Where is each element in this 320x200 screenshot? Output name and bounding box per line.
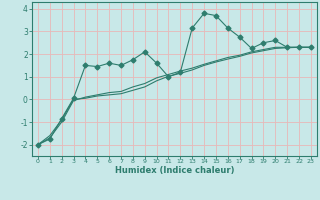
- X-axis label: Humidex (Indice chaleur): Humidex (Indice chaleur): [115, 166, 234, 175]
